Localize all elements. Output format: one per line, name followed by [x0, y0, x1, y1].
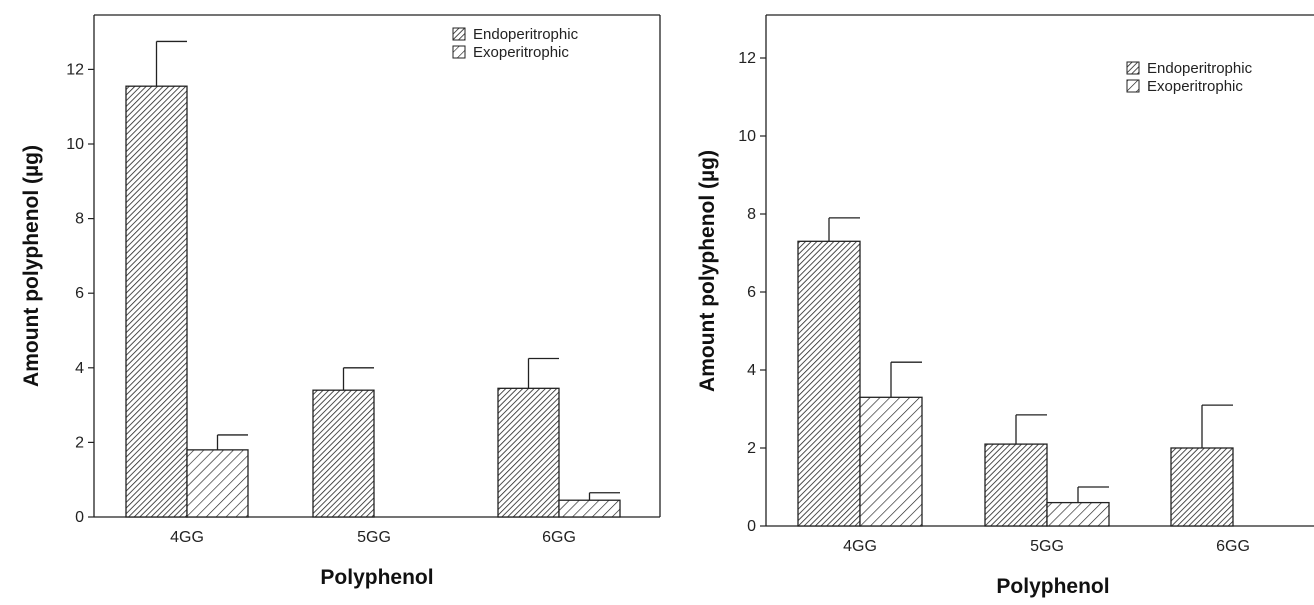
y-tick-label: 10 [66, 136, 84, 153]
y-tick-label: 0 [75, 509, 84, 526]
x-tick-label: 5GG [357, 529, 391, 546]
x-axis-title: Polyphenol [320, 566, 433, 589]
y-tick-label: 2 [747, 440, 756, 457]
y-tick-label: 12 [66, 61, 84, 78]
y-tick-label: 2 [75, 434, 84, 451]
bar-endoperitrophic-4gg [797, 240, 861, 527]
x-axis-title: Polyphenol [996, 575, 1109, 598]
x-tick-label: 4GG [843, 538, 877, 555]
y-axis-title: Amount polyphenol (µg) [20, 145, 43, 387]
bar-endoperitrophic-6gg [1170, 447, 1234, 527]
bar-exoperitrophic-5gg [1046, 501, 1110, 527]
y-tick-label: 8 [75, 211, 84, 228]
legend-label: Exoperitrophic [1147, 78, 1243, 95]
x-tick-label: 4GG [170, 529, 204, 546]
bar-endoperitrophic-5gg [312, 389, 375, 518]
legend-swatch [452, 27, 466, 41]
bar-endoperitrophic-6gg [497, 387, 560, 518]
y-tick-label: 6 [747, 284, 756, 301]
y-tick-label: 4 [747, 362, 756, 379]
bar-endoperitrophic-4gg [125, 85, 188, 518]
y-tick-label: 4 [75, 360, 84, 377]
y-tick-label: 0 [747, 518, 756, 535]
x-tick-label: 5GG [1030, 538, 1064, 555]
x-tick-label: 6GG [1216, 538, 1250, 555]
bar-exoperitrophic-6gg [558, 499, 621, 518]
legend-swatch [452, 45, 466, 59]
y-tick-label: 8 [747, 206, 756, 223]
bar-exoperitrophic-4gg [859, 396, 923, 527]
chart-panel-left: 0 2 4 6 8 10 12 4GG 5GG 6GG Polyphenol Amount polyp… [20, 14, 661, 589]
bar-exoperitrophic-4gg [186, 449, 249, 518]
y-axis-title: Amount polyphenol (µg) [696, 150, 719, 392]
legend-label: Endoperitrophic [473, 26, 579, 43]
y-tick-label: 6 [75, 285, 84, 302]
y-tick-label: 10 [738, 128, 756, 145]
bar-endoperitrophic-5gg [984, 443, 1048, 527]
legend-swatch [1126, 79, 1140, 93]
legend-label: Exoperitrophic [473, 44, 569, 61]
y-tick-label: 12 [738, 50, 756, 67]
legend-label: Endoperitrophic [1147, 60, 1253, 77]
chart-panel-right: 0 2 4 6 8 10 12 4GG 5GG 6GG Polyphenol Amount polyp… [696, 14, 1314, 598]
x-tick-label: 6GG [542, 529, 576, 546]
legend-swatch [1126, 61, 1140, 75]
